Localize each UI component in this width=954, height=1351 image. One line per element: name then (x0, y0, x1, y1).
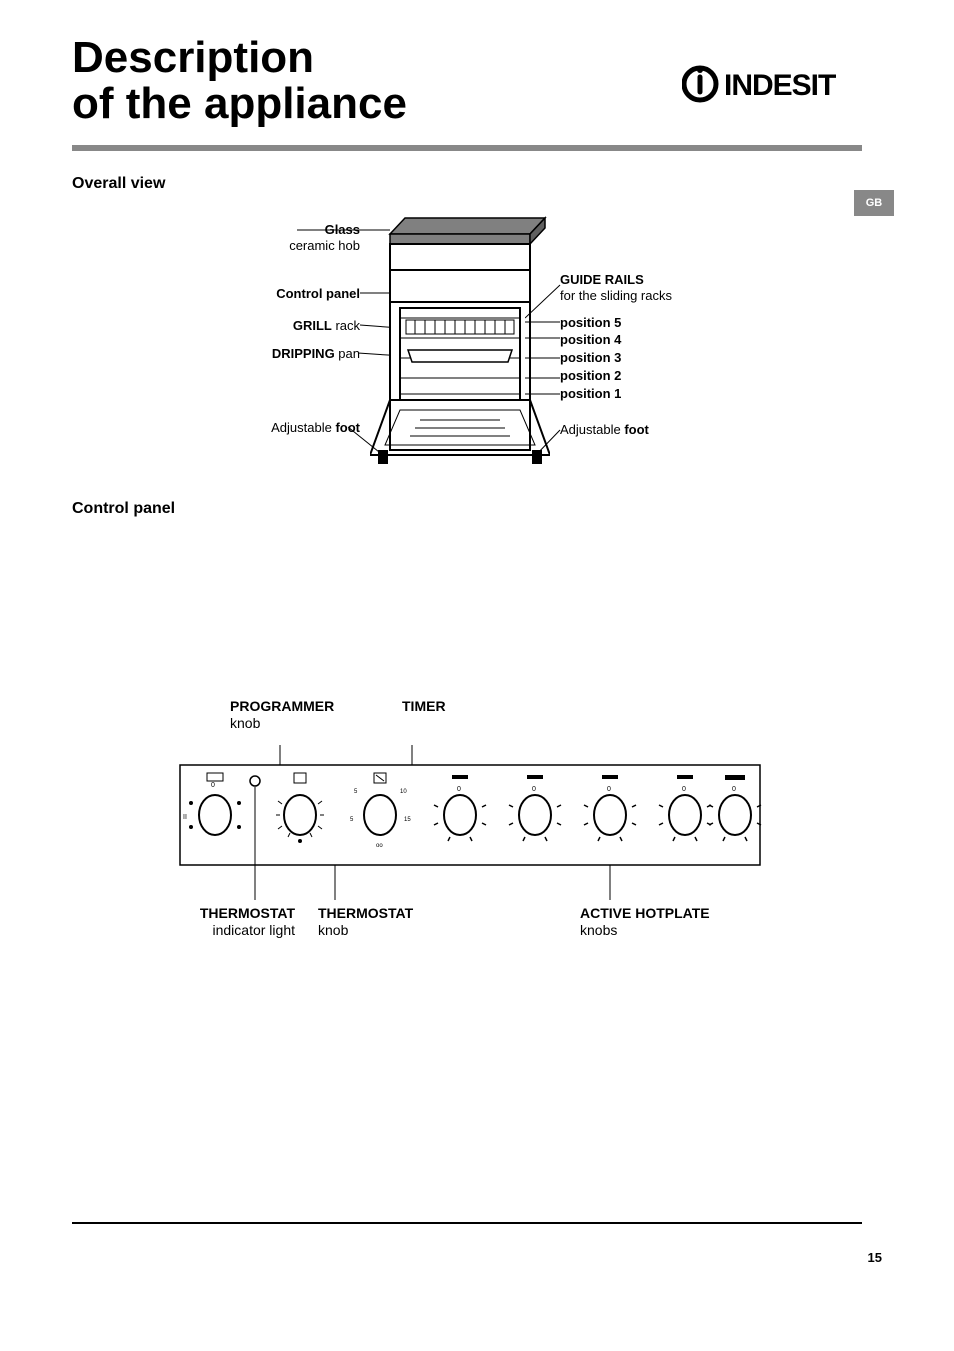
top-divider (72, 145, 862, 151)
label-position-1: position 1 (560, 386, 621, 401)
label-programmer: PROGRAMMERknob (230, 698, 334, 732)
control-panel-diagram: PROGRAMMERknob TIMER 0 II (140, 690, 800, 970)
svg-text:oo: oo (376, 843, 383, 849)
overall-view-diagram: Glass ceramic hob Control panel GRILL ra… (190, 210, 750, 490)
label-position-5: position 5 (560, 315, 621, 330)
svg-text:II: II (183, 814, 187, 821)
language-tab: GB (854, 190, 894, 216)
label-grill-rack: GRILL rack (293, 318, 360, 333)
label-thermostat-knob: THERMOSTATknob (318, 905, 413, 939)
svg-text:0: 0 (732, 786, 736, 793)
control-panel-heading: Control panel (72, 500, 175, 518)
label-foot-right: Adjustable foot (560, 422, 649, 437)
label-control-panel: Control panel (276, 286, 360, 301)
page-title: Description of the appliance (72, 35, 407, 127)
appliance-drawing (370, 210, 550, 480)
svg-text:0: 0 (532, 786, 536, 793)
svg-text:15: 15 (404, 817, 411, 823)
label-dripping-pan: DRIPPING pan (272, 346, 360, 361)
label-foot-left: Adjustable foot (271, 420, 360, 435)
title-line-1: Description (72, 33, 314, 82)
page-number: 15 (868, 1250, 882, 1265)
label-guide-rails: GUIDE RAILS for the sliding racks (560, 272, 672, 303)
brand-text: INDESIT (724, 69, 836, 102)
bottom-divider (72, 1222, 862, 1224)
label-thermostat-light: THERMOSTATindicator light (150, 905, 295, 939)
brand-logo: INDESIT (682, 60, 882, 113)
svg-text:0: 0 (682, 786, 686, 793)
label-glass-hob: Glass ceramic hob (289, 222, 360, 253)
label-timer: TIMER (402, 698, 446, 715)
label-hotplate-knobs: ACTIVE HOTPLATEknobs (580, 905, 710, 939)
label-position-4: position 4 (560, 332, 621, 347)
overall-view-heading: Overall view (72, 175, 165, 193)
label-position-3: position 3 (560, 350, 621, 365)
label-position-2: position 2 (560, 368, 621, 383)
svg-text:0: 0 (457, 786, 461, 793)
svg-text:0: 0 (607, 786, 611, 793)
title-line-2: of the appliance (72, 79, 407, 128)
svg-text:10: 10 (400, 789, 407, 795)
panel-drawing: 0 II 510 515 oo (140, 745, 800, 925)
svg-text:0: 0 (211, 782, 215, 789)
